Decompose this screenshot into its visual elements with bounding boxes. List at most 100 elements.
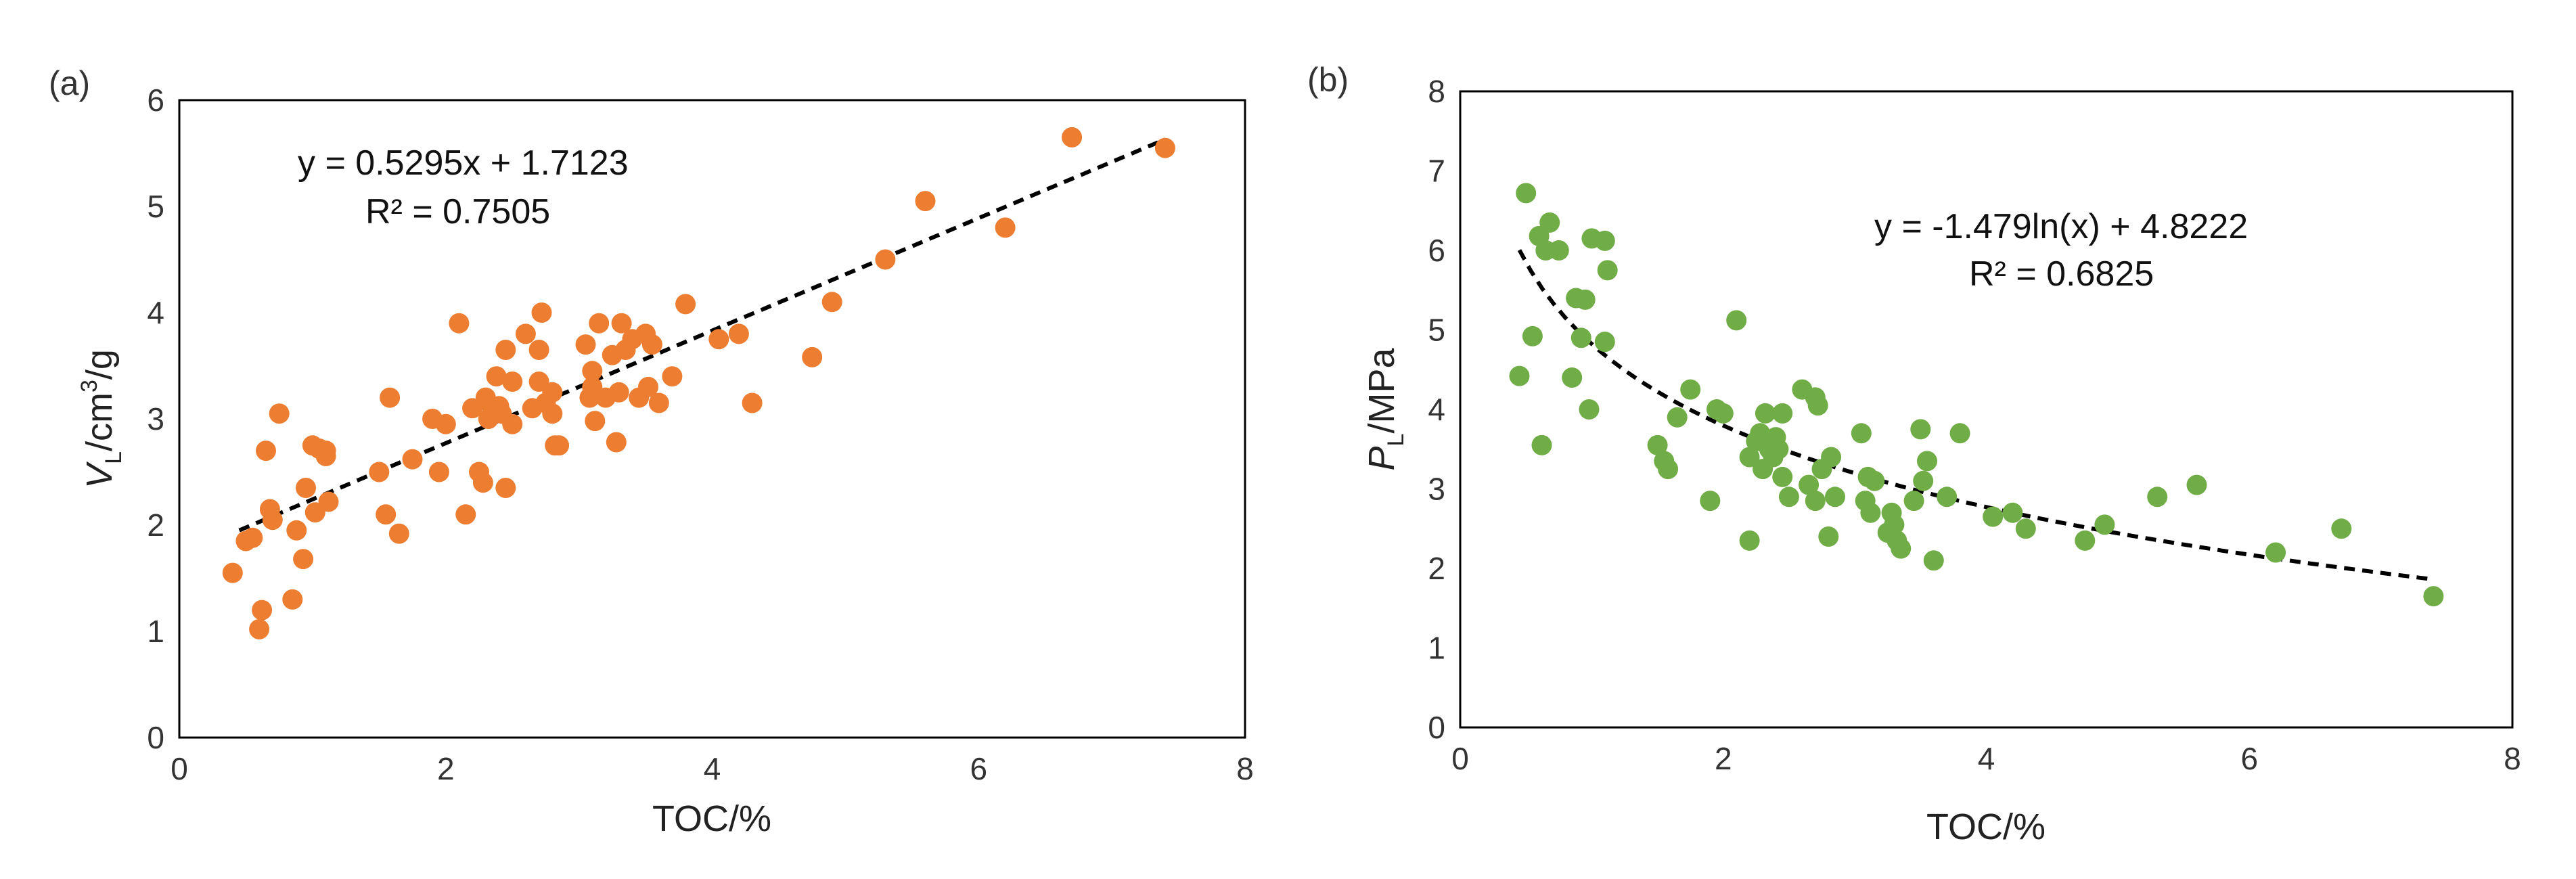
panel-a-data-point — [449, 313, 470, 334]
panel-a-data-point — [821, 292, 842, 313]
panel-a-data-point — [662, 366, 683, 387]
panel-b-data-point — [1739, 530, 1760, 551]
panel-b-data-point — [1949, 423, 1970, 444]
panel-b-y-tick-label: 5 — [1428, 313, 1445, 348]
panel-b-y-tick-label: 7 — [1428, 154, 1445, 189]
panel-a-y-axis-sup: 3 — [76, 380, 102, 392]
panel-a-y-axis-main: V — [79, 461, 120, 489]
panel-b-data-point — [2186, 474, 2207, 495]
panel-b-data-point — [2265, 542, 2286, 563]
panel-a-data-point — [282, 589, 303, 610]
panel-b-data-point — [1516, 183, 1537, 204]
panel-b-data-point — [2015, 518, 2036, 539]
panel-a-data-point — [256, 441, 276, 461]
panel-a-data-point — [995, 217, 1016, 238]
panel-a-data-points — [222, 127, 1175, 639]
panel-b-data-point — [2002, 502, 2023, 523]
panel-b-data-point — [1884, 514, 1905, 535]
panel-a-data-point — [542, 382, 563, 403]
panel-a-data-point — [502, 371, 523, 392]
panel-a-x-tick-label: 4 — [704, 751, 721, 786]
panel-a-label: (a) — [49, 64, 90, 102]
panel-a-y-axis-unit-post: /g — [79, 349, 120, 380]
panel-b-data-point — [1509, 365, 1530, 386]
panel-b-data-point — [1667, 407, 1688, 428]
panel-a-y-tick-label: 1 — [147, 614, 164, 649]
panel-a-data-point — [575, 334, 596, 355]
panel-a-data-point — [641, 334, 662, 355]
panel-b-data-point — [1562, 367, 1583, 388]
panel-b-data-point — [1860, 502, 1881, 523]
panel-b-data-point — [1713, 403, 1734, 424]
panel-b-data-point — [1658, 459, 1679, 480]
panel-a-chart: (a) 0 2 4 6 8 0 1 2 3 4 5 6 y = 0.5295x + 1.7123 R²… — [49, 64, 1254, 839]
panel-a-y-axis-title: VL/cm3/g — [76, 349, 127, 489]
panel-a-x-tick-label: 8 — [1236, 751, 1254, 786]
panel-b-y-tick-label: 6 — [1428, 233, 1445, 268]
panel-a-data-point — [435, 413, 456, 434]
panel-b-data-point — [1910, 419, 1931, 440]
panel-b-y-axis-unit: /MPa — [1361, 348, 1402, 434]
panel-a-data-point — [915, 191, 936, 212]
panel-b-data-point — [1700, 491, 1721, 512]
panel-a-data-point — [315, 441, 336, 461]
panel-b-data-point — [1799, 474, 1820, 495]
panel-a-data-point — [388, 523, 409, 544]
panel-a-data-point — [606, 432, 627, 453]
panel-b-data-point — [2147, 487, 2168, 508]
panel-b-data-point — [1923, 550, 1944, 571]
panel-a-data-point — [252, 600, 273, 621]
panel-a-data-point — [608, 382, 629, 403]
panel-b-equation: y = -1.479ln(x) + 4.8222 — [1874, 207, 2248, 246]
panel-b-data-point — [1864, 470, 1885, 491]
panel-a-data-point — [502, 413, 523, 434]
panel-b-data-point — [1805, 491, 1826, 512]
panel-a-data-point — [402, 449, 423, 470]
panel-b-y-tick-label: 0 — [1428, 710, 1445, 745]
panel-a-y-tick-label: 4 — [147, 295, 164, 330]
panel-a-data-point — [262, 510, 283, 531]
panel-a-data-point — [495, 340, 516, 360]
panel-a-data-point — [376, 504, 397, 525]
panel-b-data-point — [1821, 447, 1842, 468]
panel-b-data-point — [1768, 438, 1789, 459]
panel-b-y-axis-title: PL/MPa — [1361, 348, 1409, 471]
panel-a-data-point — [638, 376, 658, 397]
panel-a-data-point — [648, 392, 669, 413]
panel-b-data-point — [1539, 212, 1560, 233]
panel-b-data-point — [2423, 586, 2444, 607]
panel-b-data-point — [1917, 451, 1937, 472]
panel-a-data-point — [428, 461, 449, 482]
panel-a-y-tick-label: 6 — [147, 83, 164, 118]
panel-b-data-point — [1778, 487, 1799, 508]
panel-b-y-tick-label: 4 — [1428, 392, 1445, 427]
panel-a-y-tick-label: 2 — [147, 508, 164, 543]
panel-a-x-tick-label: 2 — [437, 751, 455, 786]
panel-b-data-point — [1903, 491, 1924, 512]
panel-b-x-tick-label: 8 — [2504, 741, 2521, 776]
panel-a-data-point — [286, 520, 307, 541]
panel-b-data-point — [1818, 526, 1839, 547]
panel-a-data-point — [369, 461, 390, 482]
panel-a-equation: y = 0.5295x + 1.7123 — [298, 143, 629, 183]
panel-a-data-point — [242, 527, 263, 548]
panel-a-trendline — [238, 137, 1167, 533]
panel-b-data-point — [1851, 423, 1872, 444]
panel-a-x-tick-label: 6 — [970, 751, 987, 786]
panel-b-x-tick-label: 4 — [1978, 741, 1995, 776]
panel-a-data-point — [611, 313, 632, 334]
panel-a-data-point — [380, 387, 401, 408]
panel-b-data-point — [2075, 530, 2096, 551]
panel-a-data-point — [472, 472, 493, 493]
panel-a-data-point — [675, 294, 696, 315]
panel-a-data-point — [1062, 127, 1083, 148]
panel-a-data-point — [269, 403, 290, 424]
panel-b-r-squared: R² = 0.6825 — [1969, 254, 2154, 294]
panel-a-data-point — [585, 411, 606, 432]
panel-a-data-point — [589, 313, 610, 334]
panel-b-data-point — [2094, 514, 2115, 535]
panel-a-data-point — [249, 618, 270, 639]
panel-b-plot-frame — [1459, 90, 2514, 729]
